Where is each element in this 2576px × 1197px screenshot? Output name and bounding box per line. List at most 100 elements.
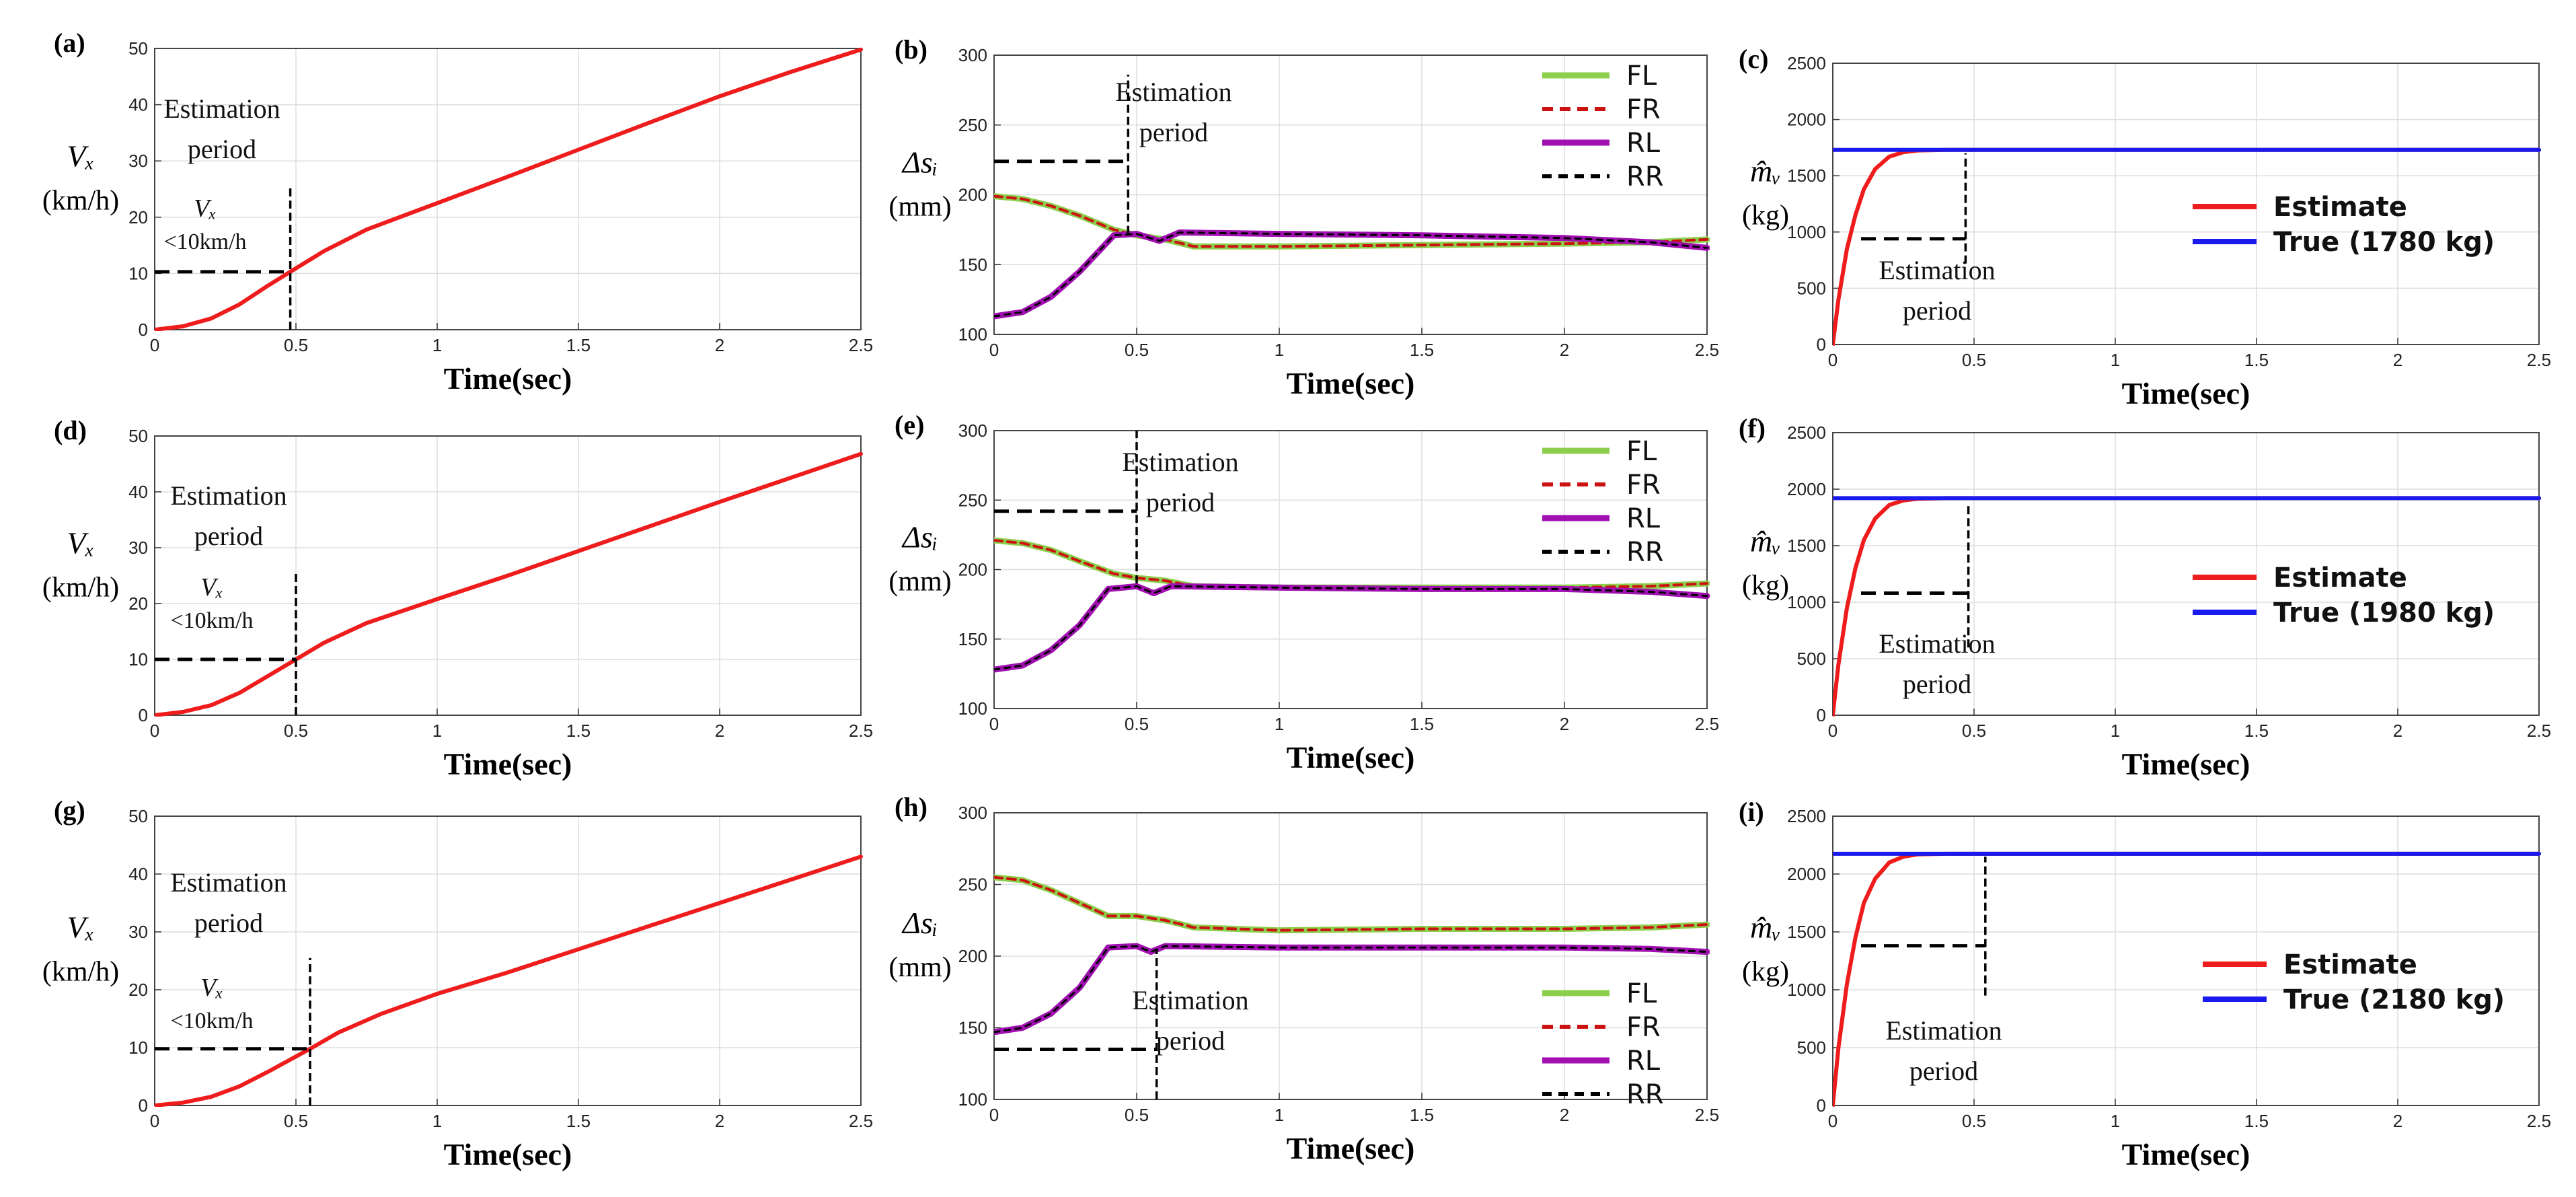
legend-label-fr: FR	[1626, 1012, 1661, 1043]
threshold-label: Vₓ <10km/h	[170, 573, 253, 633]
y-tick-label: 2000	[1787, 110, 1826, 130]
estimation-period-line: period	[1903, 295, 1971, 326]
x-tick-label: 0.5	[1125, 714, 1149, 734]
y-axis-label-unit: (mm)	[888, 191, 951, 222]
y-tick-label: 20	[128, 207, 148, 227]
estimation-period-line: period	[1903, 669, 1971, 699]
estimation-period-label: Estimation period	[1879, 628, 1995, 699]
series-group	[155, 47, 863, 331]
series-line-rr	[994, 585, 1708, 671]
x-tick-label: 2.5	[2527, 721, 2551, 741]
estimation-period-line: Estimation	[1132, 985, 1248, 1015]
y-tick-label: 50	[128, 38, 148, 59]
estimation-period-line: Estimation	[1879, 255, 1995, 285]
y-tick-label: 20	[128, 593, 148, 614]
x-tick-label: 2	[715, 721, 724, 741]
y-axis-label-unit: (kg)	[1742, 957, 1789, 988]
estimation-period-line: Estimation	[1885, 1015, 2002, 1046]
y-tick-label: 40	[128, 864, 148, 884]
x-tick-label: 1.5	[2244, 1111, 2269, 1131]
legend-label-true: True (1780 kg)	[2273, 227, 2495, 258]
series-line-rr	[994, 231, 1708, 318]
x-tick-label: 2.5	[1695, 340, 1719, 360]
y-axis-label-unit: (kg)	[1742, 570, 1789, 601]
panel-label: (e)	[895, 410, 924, 440]
plot-area	[1833, 63, 2539, 344]
y-axis-label: m̂ᵥ (kg)	[1742, 523, 1789, 601]
series-group	[1833, 496, 2541, 717]
y-axis-label: m̂ᵥ (kg)	[1742, 910, 1789, 988]
y-tick-label: 30	[128, 922, 148, 942]
plot-frame	[154, 815, 862, 1106]
panel-e: 0 0.5 1 1.5 2 2.5 100 150 200 250 300 Estimation per…	[888, 410, 1719, 774]
y-tick-label: 150	[958, 1018, 987, 1038]
y-tick-label: 2500	[1787, 423, 1826, 443]
legend-label-rr: RR	[1626, 161, 1664, 192]
y-tick-label: 250	[958, 490, 987, 510]
x-axis-label: Time(sec)	[444, 361, 572, 396]
estimation-period-label: Estimation period	[1885, 1015, 2002, 1086]
y-tick-label: 100	[958, 324, 987, 344]
x-axis-label: Time(sec)	[2122, 747, 2250, 781]
x-axis-label: Time(sec)	[2122, 376, 2250, 410]
estimation-period-line: period	[1156, 1025, 1225, 1056]
x-tick-label: 2	[2393, 350, 2402, 370]
estimation-period-line: period	[188, 134, 256, 164]
y-axis-label-symbol: Vₓ	[67, 139, 94, 174]
y-tick-label: 1000	[1787, 222, 1826, 242]
estimation-period-line: period	[194, 521, 263, 551]
legend-label-fl: FL	[1626, 436, 1657, 467]
y-axis-label: Δsᵢ (mm)	[888, 145, 951, 222]
x-tick-label: 1.5	[2244, 721, 2269, 741]
y-tick-label: 150	[958, 629, 987, 649]
y-tick-label: 40	[128, 95, 148, 115]
y-tick-label: 0	[1817, 705, 1826, 725]
x-tick-label: 0	[1828, 350, 1838, 370]
y-tick-label: 100	[958, 698, 987, 719]
x-tick-label: 0	[989, 340, 999, 360]
y-tick-label: 10	[128, 263, 148, 283]
y-tick-label: 300	[958, 421, 987, 441]
series-line-fr	[994, 539, 1708, 589]
x-tick-label: 1	[432, 721, 442, 741]
y-tick-label: 0	[1817, 1095, 1826, 1116]
estimation-period-label: Estimation period	[1115, 77, 1232, 147]
panel-g: 0 0.5 1 1.5 2 2.5 0 10 20 30 40 50 Estimation period V…	[42, 795, 873, 1171]
legend: Estimate True (1780 kg)	[2193, 192, 2495, 258]
estimation-period-line: Estimation	[163, 94, 280, 124]
series-line-fr	[994, 875, 1708, 932]
estimation-period-line: period	[1909, 1056, 1978, 1086]
y-tick-label: 2500	[1787, 53, 1826, 73]
x-tick-label: 1	[1275, 340, 1284, 360]
y-tick-label: 500	[1797, 1038, 1826, 1058]
legend-label-fl: FL	[1626, 61, 1657, 92]
estimation-period-label: Estimation period	[170, 867, 287, 938]
series-group	[994, 193, 1710, 320]
estimation-period-line: Estimation	[170, 867, 287, 898]
series-group	[994, 874, 1710, 1036]
y-tick-label: 20	[128, 980, 148, 1000]
x-tick-label: 0.5	[1962, 350, 1986, 370]
y-axis-label-symbol: m̂ᵥ	[1750, 910, 1781, 945]
legend-label-estimate: Estimate	[2283, 949, 2417, 980]
x-axis-label: Time(sec)	[1287, 1131, 1415, 1165]
legend-label-rr: RR	[1626, 537, 1664, 568]
estimation-period-label: Estimation period	[170, 480, 287, 551]
estimation-period-line: Estimation	[1115, 77, 1232, 107]
estimation-period-line: period	[1139, 117, 1208, 147]
panel-label: (i)	[1739, 797, 1764, 827]
x-tick-label: 2.5	[849, 335, 873, 355]
y-tick-label: 10	[128, 1038, 148, 1058]
plot-frame	[993, 812, 1708, 1100]
plot-frame	[1832, 815, 2540, 1106]
x-tick-label: 2.5	[849, 721, 873, 741]
estimation-period-line: period	[1146, 487, 1215, 517]
y-tick-label: 150	[958, 254, 987, 275]
x-tick-label: 2	[1560, 1105, 1569, 1125]
legend-label-estimate: Estimate	[2273, 192, 2407, 223]
x-tick-label: 0	[989, 714, 999, 734]
y-tick-label: 2000	[1787, 479, 1826, 499]
panel-a: 0 0.5 1 1.5 2 2.5 0 10 20 30 40 50 Estimation period V…	[42, 28, 873, 396]
plot-frame	[993, 430, 1708, 709]
